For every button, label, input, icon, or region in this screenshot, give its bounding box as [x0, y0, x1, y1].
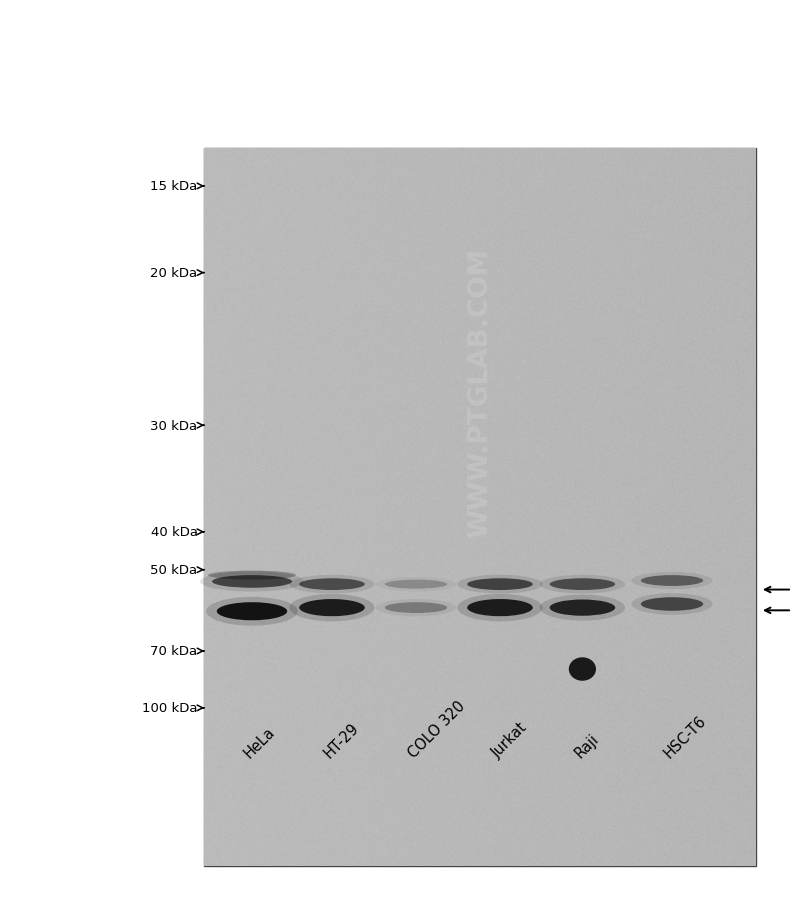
Ellipse shape	[375, 599, 457, 617]
Text: 100 kDa: 100 kDa	[142, 702, 198, 714]
Text: HeLa: HeLa	[242, 723, 278, 760]
Bar	[204, 149, 756, 866]
Ellipse shape	[212, 575, 292, 588]
Ellipse shape	[631, 594, 713, 615]
Ellipse shape	[385, 603, 447, 613]
Text: Raji: Raji	[572, 731, 602, 760]
Ellipse shape	[299, 579, 365, 591]
Ellipse shape	[467, 579, 533, 591]
Ellipse shape	[467, 599, 533, 617]
Ellipse shape	[299, 599, 365, 617]
Ellipse shape	[631, 572, 713, 590]
Ellipse shape	[206, 597, 298, 626]
Text: 70 kDa: 70 kDa	[150, 645, 198, 658]
Text: 30 kDa: 30 kDa	[150, 419, 198, 432]
Ellipse shape	[458, 594, 542, 621]
Text: 40 kDa: 40 kDa	[150, 526, 198, 538]
Text: Jurkat: Jurkat	[490, 720, 530, 760]
Ellipse shape	[217, 603, 287, 621]
Ellipse shape	[290, 575, 374, 594]
Ellipse shape	[290, 594, 374, 621]
Ellipse shape	[569, 658, 596, 681]
Ellipse shape	[550, 600, 615, 616]
Text: 15 kDa: 15 kDa	[150, 180, 198, 193]
Text: HSC-T6: HSC-T6	[662, 713, 710, 760]
Text: WWW.PTGLAB.COM: WWW.PTGLAB.COM	[467, 247, 493, 538]
Text: 50 kDa: 50 kDa	[150, 564, 198, 576]
Ellipse shape	[208, 571, 296, 580]
Ellipse shape	[641, 575, 703, 586]
Ellipse shape	[385, 580, 447, 589]
Text: 20 kDa: 20 kDa	[150, 267, 198, 280]
Ellipse shape	[550, 579, 615, 591]
Ellipse shape	[200, 572, 304, 592]
Text: HT-29: HT-29	[322, 720, 362, 760]
Ellipse shape	[540, 595, 625, 621]
Ellipse shape	[458, 575, 542, 594]
Text: COLO 320: COLO 320	[406, 698, 468, 760]
Ellipse shape	[641, 598, 703, 612]
Ellipse shape	[540, 575, 625, 594]
